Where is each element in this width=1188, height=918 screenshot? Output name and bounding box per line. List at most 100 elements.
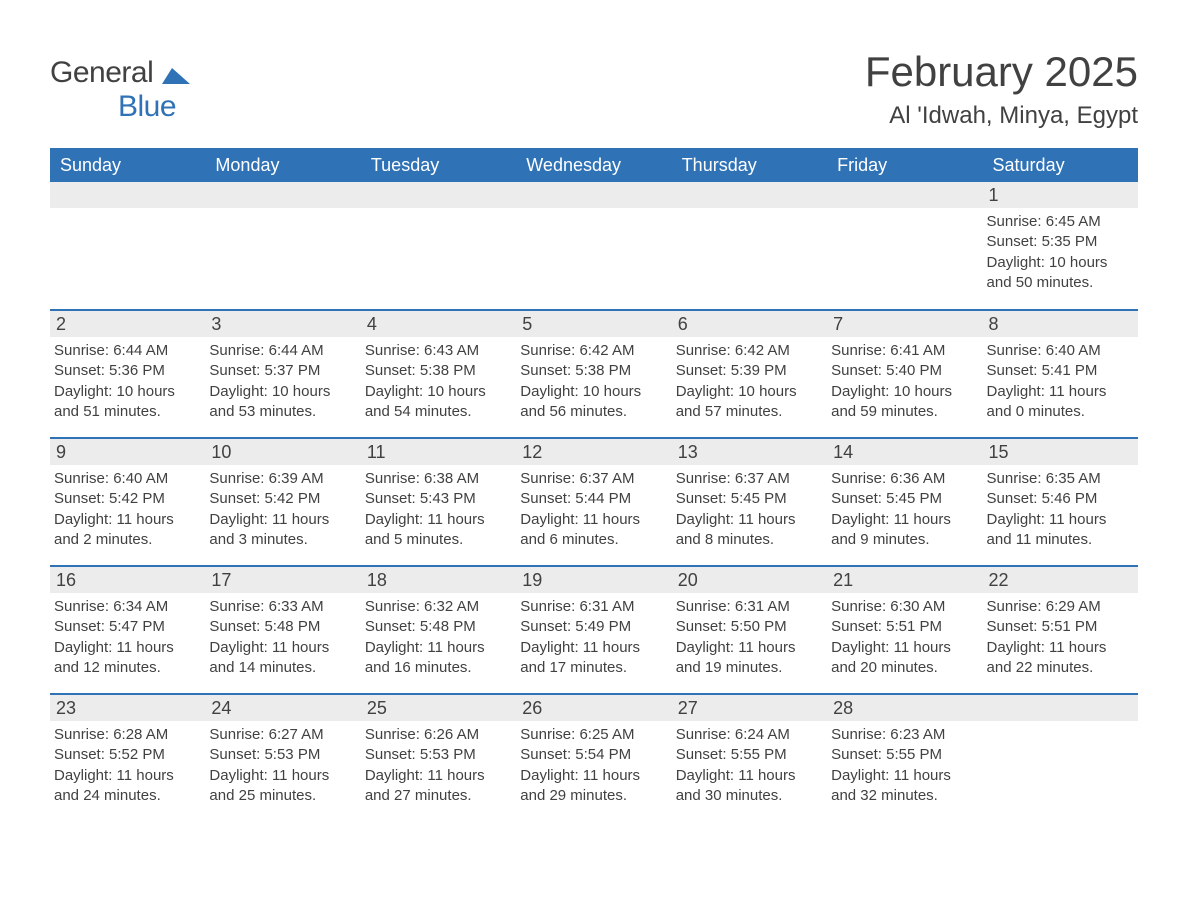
day-number: 4 — [361, 311, 516, 337]
day-details: Sunrise: 6:34 AMSunset: 5:47 PMDaylight:… — [50, 593, 205, 682]
sunrise-text: Sunrise: 6:37 AM — [520, 469, 665, 489]
sunset-text: Sunset: 5:55 PM — [831, 745, 976, 765]
daylight-text: Daylight: 11 hours and 27 minutes. — [365, 766, 510, 807]
calendar-day-cell: 6Sunrise: 6:42 AMSunset: 5:39 PMDaylight… — [672, 310, 827, 438]
day-number: 15 — [983, 439, 1138, 465]
daylight-text: Daylight: 10 hours and 50 minutes. — [987, 253, 1132, 294]
sunset-text: Sunset: 5:52 PM — [54, 745, 199, 765]
day-number: 6 — [672, 311, 827, 337]
calendar-day-cell: 19Sunrise: 6:31 AMSunset: 5:49 PMDayligh… — [516, 566, 671, 694]
day-number: 23 — [50, 695, 205, 721]
sunrise-text: Sunrise: 6:32 AM — [365, 597, 510, 617]
sunrise-text: Sunrise: 6:29 AM — [987, 597, 1132, 617]
daylight-text: Daylight: 11 hours and 22 minutes. — [987, 638, 1132, 679]
weekday-header: Thursday — [672, 148, 827, 182]
calendar-day-cell — [827, 182, 982, 310]
calendar-day-cell: 4Sunrise: 6:43 AMSunset: 5:38 PMDaylight… — [361, 310, 516, 438]
day-details: Sunrise: 6:42 AMSunset: 5:39 PMDaylight:… — [672, 337, 827, 426]
weekday-header: Monday — [205, 148, 360, 182]
sunrise-text: Sunrise: 6:26 AM — [365, 725, 510, 745]
day-number: 18 — [361, 567, 516, 593]
sunset-text: Sunset: 5:37 PM — [209, 361, 354, 381]
daylight-text: Daylight: 10 hours and 57 minutes. — [676, 382, 821, 423]
daylight-text: Daylight: 10 hours and 51 minutes. — [54, 382, 199, 423]
day-details: Sunrise: 6:43 AMSunset: 5:38 PMDaylight:… — [361, 337, 516, 426]
page-header: General Blue February 2025 Al 'Idwah, Mi… — [50, 48, 1138, 130]
day-number: 5 — [516, 311, 671, 337]
calendar-day-cell: 21Sunrise: 6:30 AMSunset: 5:51 PMDayligh… — [827, 566, 982, 694]
day-number: 13 — [672, 439, 827, 465]
sunrise-text: Sunrise: 6:34 AM — [54, 597, 199, 617]
sunrise-text: Sunrise: 6:23 AM — [831, 725, 976, 745]
daylight-text: Daylight: 10 hours and 53 minutes. — [209, 382, 354, 423]
day-number — [361, 182, 516, 208]
day-number: 7 — [827, 311, 982, 337]
calendar-day-cell: 9Sunrise: 6:40 AMSunset: 5:42 PMDaylight… — [50, 438, 205, 566]
sunrise-text: Sunrise: 6:45 AM — [987, 212, 1132, 232]
sunrise-text: Sunrise: 6:43 AM — [365, 341, 510, 361]
calendar-week-row: 9Sunrise: 6:40 AMSunset: 5:42 PMDaylight… — [50, 438, 1138, 566]
daylight-text: Daylight: 10 hours and 59 minutes. — [831, 382, 976, 423]
day-number: 19 — [516, 567, 671, 593]
day-details: Sunrise: 6:32 AMSunset: 5:48 PMDaylight:… — [361, 593, 516, 682]
daylight-text: Daylight: 11 hours and 2 minutes. — [54, 510, 199, 551]
daylight-text: Daylight: 11 hours and 30 minutes. — [676, 766, 821, 807]
daylight-text: Daylight: 11 hours and 8 minutes. — [676, 510, 821, 551]
calendar-day-cell: 23Sunrise: 6:28 AMSunset: 5:52 PMDayligh… — [50, 694, 205, 822]
daylight-text: Daylight: 11 hours and 19 minutes. — [676, 638, 821, 679]
sunset-text: Sunset: 5:48 PM — [209, 617, 354, 637]
sunset-text: Sunset: 5:47 PM — [54, 617, 199, 637]
sunset-text: Sunset: 5:51 PM — [831, 617, 976, 637]
day-number — [205, 182, 360, 208]
day-number: 9 — [50, 439, 205, 465]
calendar-day-cell: 13Sunrise: 6:37 AMSunset: 5:45 PMDayligh… — [672, 438, 827, 566]
calendar-day-cell: 25Sunrise: 6:26 AMSunset: 5:53 PMDayligh… — [361, 694, 516, 822]
sunset-text: Sunset: 5:38 PM — [365, 361, 510, 381]
day-number: 10 — [205, 439, 360, 465]
weekday-header: Wednesday — [516, 148, 671, 182]
day-number — [827, 182, 982, 208]
sunrise-text: Sunrise: 6:41 AM — [831, 341, 976, 361]
daylight-text: Daylight: 11 hours and 24 minutes. — [54, 766, 199, 807]
day-details: Sunrise: 6:37 AMSunset: 5:45 PMDaylight:… — [672, 465, 827, 554]
calendar-week-row: 23Sunrise: 6:28 AMSunset: 5:52 PMDayligh… — [50, 694, 1138, 822]
day-number: 11 — [361, 439, 516, 465]
day-number: 26 — [516, 695, 671, 721]
day-details: Sunrise: 6:41 AMSunset: 5:40 PMDaylight:… — [827, 337, 982, 426]
sunrise-text: Sunrise: 6:44 AM — [54, 341, 199, 361]
day-details: Sunrise: 6:38 AMSunset: 5:43 PMDaylight:… — [361, 465, 516, 554]
day-number: 16 — [50, 567, 205, 593]
calendar-table: Sunday Monday Tuesday Wednesday Thursday… — [50, 148, 1138, 822]
calendar-day-cell: 15Sunrise: 6:35 AMSunset: 5:46 PMDayligh… — [983, 438, 1138, 566]
calendar-day-cell: 11Sunrise: 6:38 AMSunset: 5:43 PMDayligh… — [361, 438, 516, 566]
daylight-text: Daylight: 11 hours and 14 minutes. — [209, 638, 354, 679]
day-details: Sunrise: 6:31 AMSunset: 5:50 PMDaylight:… — [672, 593, 827, 682]
day-details: Sunrise: 6:24 AMSunset: 5:55 PMDaylight:… — [672, 721, 827, 810]
sunrise-text: Sunrise: 6:30 AM — [831, 597, 976, 617]
sunset-text: Sunset: 5:39 PM — [676, 361, 821, 381]
day-number — [983, 695, 1138, 721]
sunset-text: Sunset: 5:41 PM — [987, 361, 1132, 381]
sunset-text: Sunset: 5:42 PM — [54, 489, 199, 509]
sunset-text: Sunset: 5:36 PM — [54, 361, 199, 381]
day-details: Sunrise: 6:36 AMSunset: 5:45 PMDaylight:… — [827, 465, 982, 554]
day-number: 14 — [827, 439, 982, 465]
sunrise-text: Sunrise: 6:35 AM — [987, 469, 1132, 489]
calendar-day-cell — [983, 694, 1138, 822]
calendar-day-cell: 14Sunrise: 6:36 AMSunset: 5:45 PMDayligh… — [827, 438, 982, 566]
calendar-day-cell: 27Sunrise: 6:24 AMSunset: 5:55 PMDayligh… — [672, 694, 827, 822]
weekday-header: Saturday — [983, 148, 1138, 182]
daylight-text: Daylight: 11 hours and 16 minutes. — [365, 638, 510, 679]
day-details: Sunrise: 6:27 AMSunset: 5:53 PMDaylight:… — [205, 721, 360, 810]
sunset-text: Sunset: 5:53 PM — [365, 745, 510, 765]
brand-text-2: Blue — [118, 90, 176, 123]
day-details: Sunrise: 6:35 AMSunset: 5:46 PMDaylight:… — [983, 465, 1138, 554]
day-number: 17 — [205, 567, 360, 593]
sunrise-text: Sunrise: 6:37 AM — [676, 469, 821, 489]
sunrise-text: Sunrise: 6:42 AM — [676, 341, 821, 361]
sunrise-text: Sunrise: 6:36 AM — [831, 469, 976, 489]
calendar-day-cell: 12Sunrise: 6:37 AMSunset: 5:44 PMDayligh… — [516, 438, 671, 566]
day-details: Sunrise: 6:33 AMSunset: 5:48 PMDaylight:… — [205, 593, 360, 682]
calendar-week-row: 2Sunrise: 6:44 AMSunset: 5:36 PMDaylight… — [50, 310, 1138, 438]
day-number: 2 — [50, 311, 205, 337]
